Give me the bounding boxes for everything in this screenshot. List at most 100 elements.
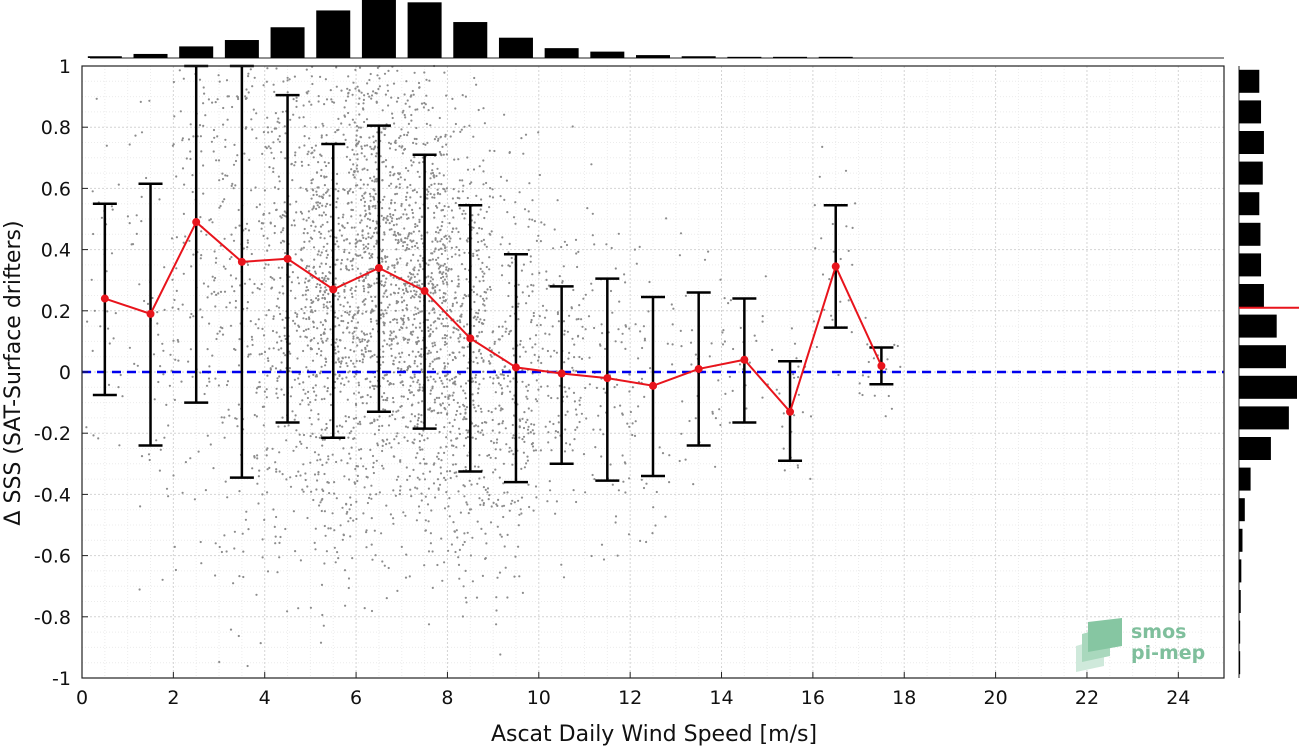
scatter-point: [473, 221, 476, 224]
scatter-point: [439, 472, 443, 475]
scatter-point: [345, 265, 348, 268]
scatter-point: [400, 202, 403, 206]
scatter-point: [431, 162, 434, 165]
scatter-point: [306, 396, 309, 400]
scatter-point: [501, 408, 504, 411]
scatter-point: [440, 154, 443, 157]
scatter-point: [477, 309, 481, 312]
scatter-point: [369, 350, 372, 353]
scatter-point: [381, 109, 384, 112]
scatter-point: [428, 79, 431, 82]
scatter-point: [448, 497, 451, 500]
scatter-point: [415, 191, 419, 194]
scatter-point: [357, 306, 360, 309]
scatter-point: [363, 607, 366, 610]
scatter-point: [410, 404, 413, 407]
scatter-point: [280, 347, 283, 350]
scatter-point: [334, 283, 337, 286]
scatter-point: [537, 355, 541, 359]
scatter-point: [427, 207, 430, 210]
scatter-point: [351, 191, 355, 194]
scatter-point: [200, 254, 203, 257]
logo-text-line1: smos: [1131, 621, 1186, 643]
scatter-point: [391, 413, 394, 416]
scatter-point: [253, 456, 256, 459]
scatter-point: [261, 538, 264, 541]
scatter-point: [349, 260, 352, 263]
scatter-point: [475, 596, 479, 599]
scatter-point: [406, 134, 409, 137]
scatter-point: [262, 84, 265, 87]
scatter-point: [554, 436, 557, 439]
scatter-point: [451, 230, 454, 233]
scatter-point: [309, 339, 312, 342]
scatter-point: [381, 207, 384, 210]
scatter-point: [312, 386, 315, 389]
scatter-point: [203, 92, 206, 95]
scatter-point: [362, 183, 365, 186]
top-histogram-bar: [681, 56, 716, 58]
scatter-point: [163, 266, 166, 269]
scatter-point: [402, 292, 406, 295]
scatter-point: [320, 350, 323, 353]
scatter-point: [839, 257, 842, 261]
y-tick-label: 0.4: [41, 240, 71, 262]
scatter-point: [614, 267, 617, 270]
scatter-point: [455, 409, 459, 413]
y-tick-label: 0.6: [41, 178, 71, 200]
scatter-point: [307, 150, 310, 153]
scatter-point: [139, 100, 142, 103]
scatter-point: [414, 456, 418, 459]
scatter-point: [413, 359, 416, 363]
scatter-point: [453, 355, 457, 359]
x-tick-label: 6: [350, 687, 362, 709]
scatter-point: [315, 394, 318, 397]
scatter-point: [440, 322, 443, 325]
scatter-point: [237, 208, 240, 212]
scatter-point: [738, 363, 742, 366]
scatter-point: [362, 247, 366, 250]
y-tick-label: -0.6: [34, 546, 71, 568]
scatter-point: [378, 77, 381, 80]
scatter-point: [242, 247, 245, 250]
scatter-point: [440, 392, 444, 395]
scatter-point: [635, 262, 638, 265]
scatter-point: [393, 201, 396, 204]
x-tick-label: 22: [1075, 687, 1099, 709]
scatter-point: [322, 245, 325, 248]
scatter-point: [266, 126, 269, 129]
scatter-point: [380, 131, 383, 134]
scatter-point: [367, 286, 370, 289]
scatter-point: [199, 216, 202, 219]
scatter-point: [387, 424, 391, 427]
scatter-point: [546, 385, 549, 388]
scatter-point: [246, 301, 249, 304]
mean-point: [466, 334, 475, 343]
scatter-point: [363, 355, 366, 358]
scatter-point: [761, 396, 764, 399]
scatter-point: [414, 201, 417, 204]
scatter-point: [356, 240, 359, 243]
scatter-point: [609, 463, 612, 466]
scatter-point: [321, 444, 324, 447]
scatter-point: [140, 195, 143, 198]
scatter-point: [554, 430, 558, 433]
scatter-point: [363, 215, 366, 218]
scatter-point: [532, 284, 535, 287]
scatter-point: [466, 367, 469, 370]
scatter-point: [211, 354, 214, 357]
right-histogram-bar: [1239, 345, 1286, 369]
scatter-point: [326, 312, 329, 315]
scatter-point: [454, 291, 457, 294]
scatter-point: [498, 571, 502, 574]
scatter-point: [355, 359, 358, 363]
scatter-point: [463, 125, 466, 128]
scatter-point: [305, 68, 308, 71]
scatter-point: [400, 216, 403, 219]
scatter-point: [304, 472, 307, 475]
scatter-point: [440, 537, 443, 540]
scatter-point: [354, 482, 357, 485]
scatter-point: [191, 375, 194, 378]
scatter-point: [373, 420, 376, 423]
scatter-point: [369, 72, 372, 76]
